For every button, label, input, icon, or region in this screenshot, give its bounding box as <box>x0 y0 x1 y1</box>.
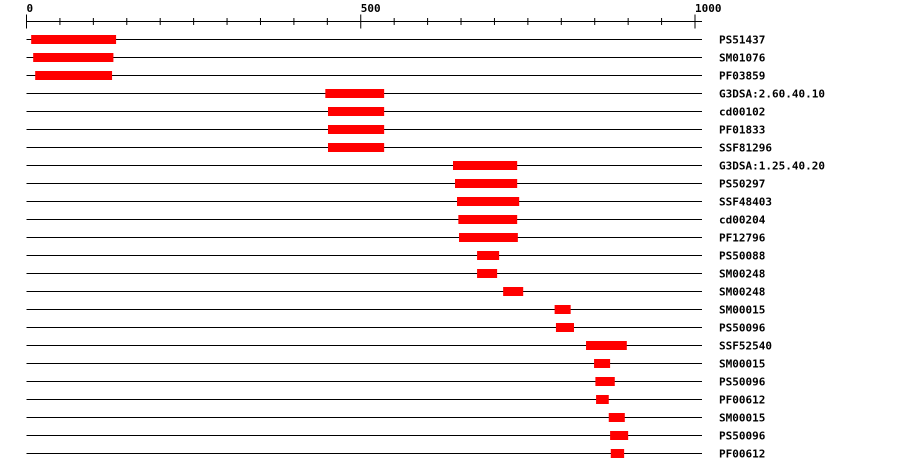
domain-track: cd00204 <box>26 214 766 227</box>
domain-label: G3DSA:2.60.40.10 <box>719 88 825 101</box>
domain-track: PF12796 <box>26 232 766 245</box>
domain-track: SM00248 <box>26 268 765 281</box>
domain-track: PF01833 <box>26 124 765 137</box>
domain-bar[interactable] <box>610 449 625 458</box>
domain-bar[interactable] <box>459 233 518 242</box>
domain-track: PS50088 <box>26 250 765 263</box>
axis-tick-label: 0 <box>27 2 34 15</box>
domain-bar[interactable] <box>596 395 609 404</box>
domain-track: G3DSA:2.60.40.10 <box>26 88 825 101</box>
domain-label: PF00612 <box>719 394 765 407</box>
domain-label: cd00204 <box>719 214 766 227</box>
axis-tick-label: 1000 <box>695 2 722 15</box>
domain-label: PS50297 <box>719 178 765 191</box>
domain-track: SM00015 <box>26 358 765 371</box>
domain-bar[interactable] <box>457 197 520 206</box>
domain-bar[interactable] <box>458 215 518 224</box>
domain-label: PF03859 <box>719 70 765 83</box>
domain-label: SSF48403 <box>719 196 772 209</box>
domain-bar[interactable] <box>594 359 611 368</box>
domain-track: PF00612 <box>26 448 765 461</box>
domain-bar[interactable] <box>503 287 524 296</box>
domain-label: SSF81296 <box>719 142 772 155</box>
domain-bar[interactable] <box>327 107 385 116</box>
domain-label: PF01833 <box>719 124 765 137</box>
domain-bar[interactable] <box>477 269 498 278</box>
domain-bar[interactable] <box>31 35 117 44</box>
domain-track: SM00015 <box>26 304 765 317</box>
domain-bar[interactable] <box>555 323 575 332</box>
domain-track: PS50096 <box>26 430 766 443</box>
domain-track: PS50096 <box>26 376 766 389</box>
domain-track: SM00015 <box>26 412 765 425</box>
domain-bar[interactable] <box>35 71 113 80</box>
domain-track: SSF48403 <box>26 196 772 209</box>
domain-label: PS50096 <box>719 376 766 389</box>
domain-track: PS51437 <box>26 34 765 47</box>
scale-axis: 0 500 1000 <box>26 2 722 29</box>
domain-bar[interactable] <box>327 143 385 152</box>
domain-label: G3DSA:1.25.40.20 <box>719 160 825 173</box>
domain-track: SM01076 <box>26 52 766 65</box>
domain-label: SM00248 <box>719 286 765 299</box>
domain-bar[interactable] <box>595 377 615 386</box>
domain-label: PS50096 <box>719 322 766 335</box>
domain-track: PS50096 <box>26 322 766 335</box>
domain-label: SM00015 <box>719 412 765 425</box>
domain-label: PF00612 <box>719 448 765 461</box>
domain-tracks: PS51437 SM01076 PF03859 G3DSA:2.60.40.10 cd0… <box>26 34 825 461</box>
domain-label: SM00015 <box>719 304 765 317</box>
domain-bar[interactable] <box>477 251 500 260</box>
domain-track: PF03859 <box>26 70 765 83</box>
domain-track: SSF52540 <box>26 340 772 353</box>
domain-track: PF00612 <box>26 394 765 407</box>
domain-bar[interactable] <box>610 431 629 440</box>
domain-label: SM00015 <box>719 358 765 371</box>
domain-label: SM00248 <box>719 268 765 281</box>
domain-track: PS50297 <box>26 178 765 191</box>
domain-label: PF12796 <box>719 232 766 245</box>
domain-label: SM01076 <box>719 52 766 65</box>
axis-tick-label: 500 <box>361 2 381 15</box>
domain-track: G3DSA:1.25.40.20 <box>26 160 825 173</box>
domain-label: SSF52540 <box>719 340 772 353</box>
domain-bar[interactable] <box>554 305 571 314</box>
domain-bar[interactable] <box>33 53 114 62</box>
domain-track: SM00248 <box>26 286 765 299</box>
domain-label: PS50096 <box>719 430 766 443</box>
domain-bar[interactable] <box>453 161 518 170</box>
domain-track: SSF81296 <box>26 142 772 155</box>
domain-label: cd00102 <box>719 106 765 119</box>
domain-track: cd00102 <box>26 106 765 119</box>
domain-bar[interactable] <box>325 89 385 98</box>
domain-bar[interactable] <box>608 413 625 422</box>
domain-label: PS51437 <box>719 34 765 47</box>
domain-label: PS50088 <box>719 250 765 263</box>
domain-bar[interactable] <box>327 125 385 134</box>
domain-bar[interactable] <box>586 341 627 350</box>
domain-bar[interactable] <box>455 179 518 188</box>
